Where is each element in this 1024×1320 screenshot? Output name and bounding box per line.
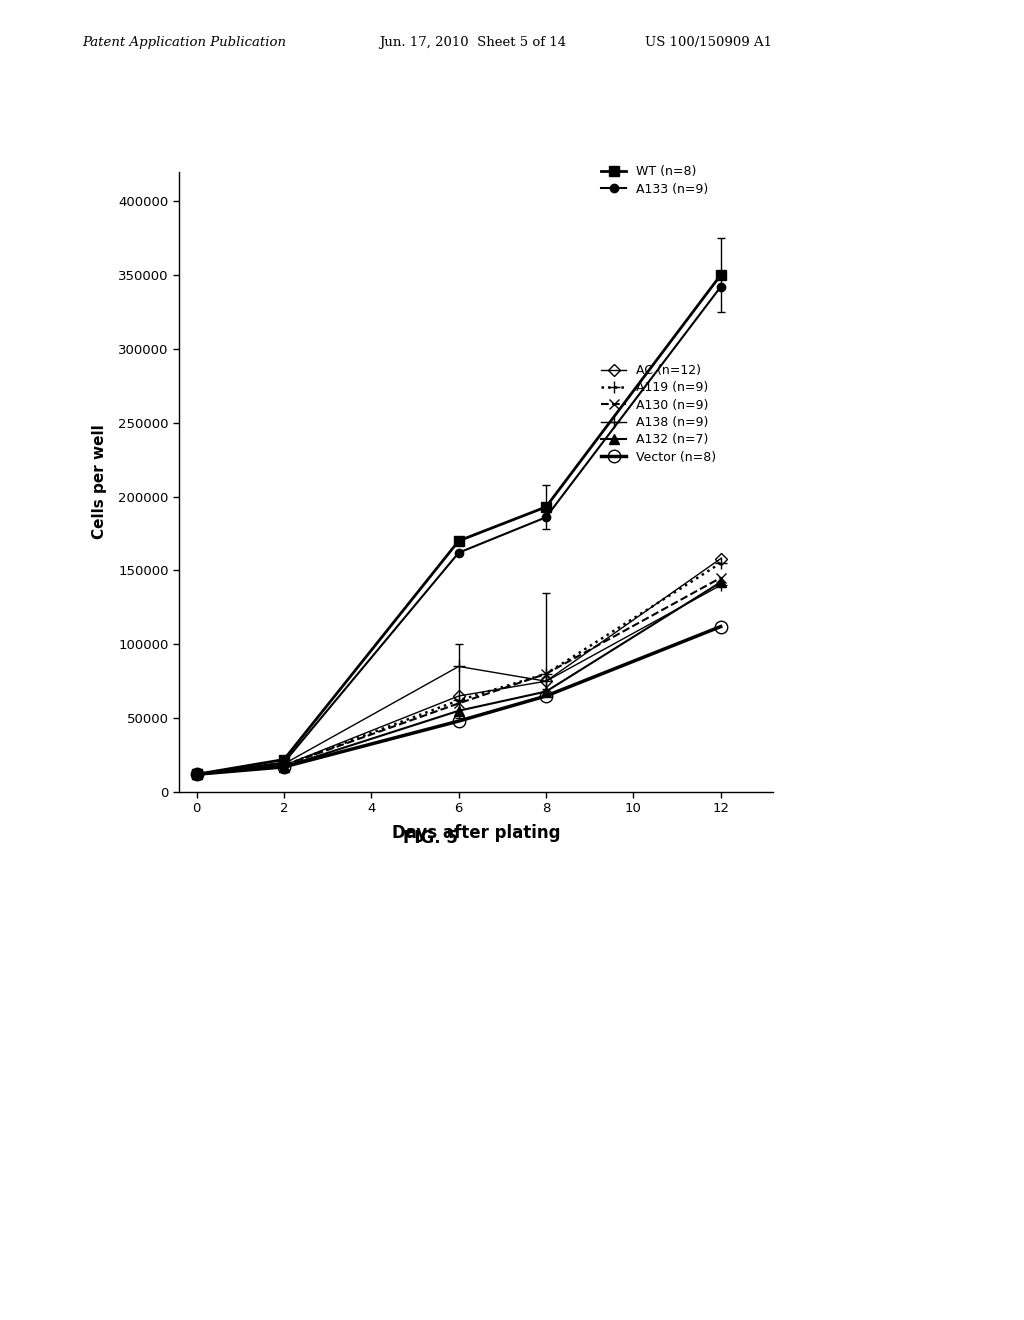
Text: Jun. 17, 2010  Sheet 5 of 14: Jun. 17, 2010 Sheet 5 of 14 bbox=[379, 36, 566, 49]
Text: Patent Application Publication: Patent Application Publication bbox=[82, 36, 286, 49]
Text: US 100/150909 A1: US 100/150909 A1 bbox=[645, 36, 772, 49]
Legend: AC (n=12), A119 (n=9), A130 (n=9), A138 (n=9), A132 (n=7), Vector (n=8): AC (n=12), A119 (n=9), A130 (n=9), A138 … bbox=[601, 364, 717, 463]
X-axis label: Days after plating: Days after plating bbox=[392, 824, 560, 842]
Text: FIG. 5: FIG. 5 bbox=[402, 829, 458, 847]
Y-axis label: Cells per well: Cells per well bbox=[92, 425, 108, 539]
